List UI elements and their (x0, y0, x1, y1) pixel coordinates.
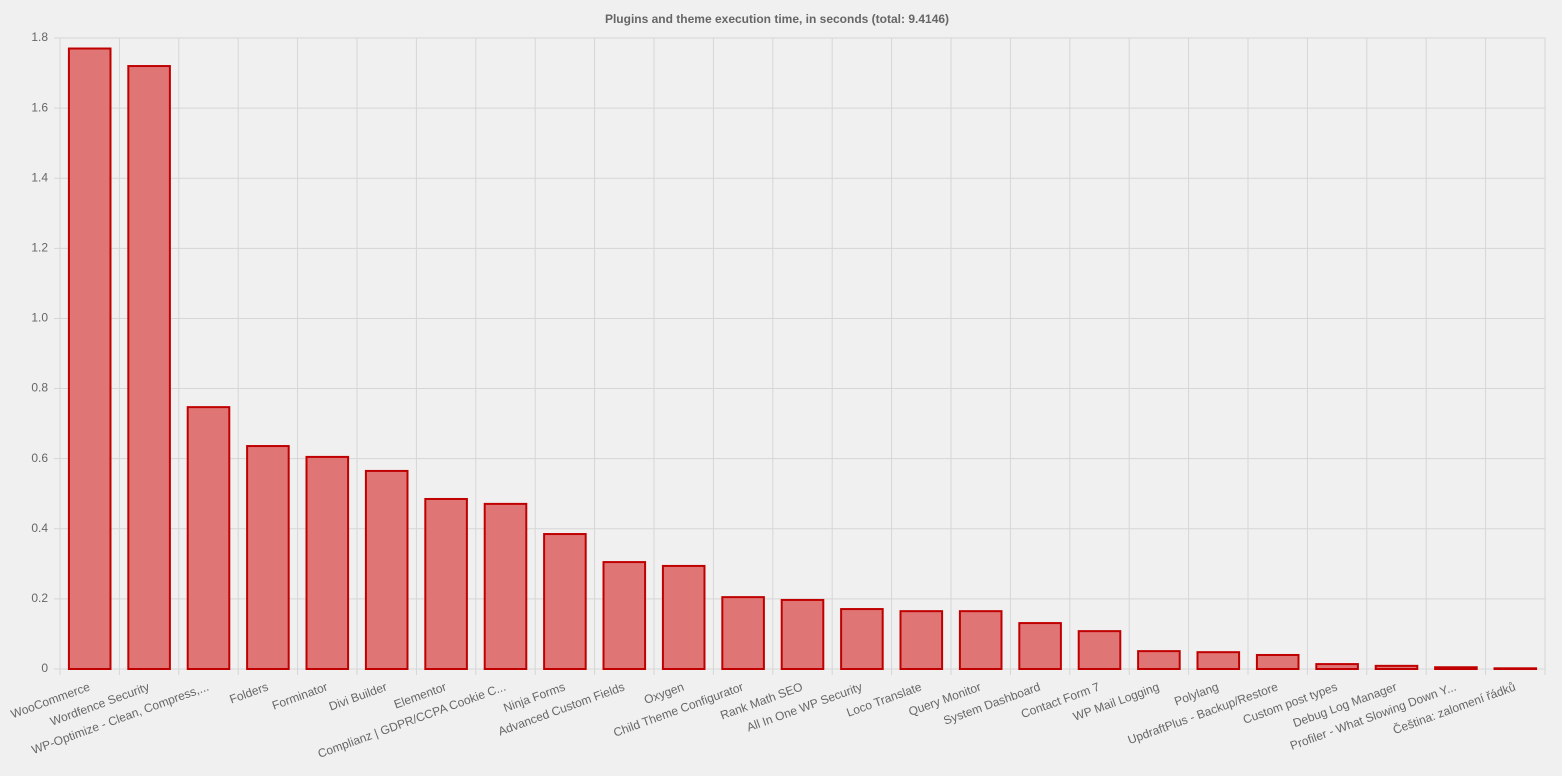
bar (780, 598, 825, 670)
bar (1077, 630, 1122, 671)
bar (246, 445, 290, 670)
y-tick-label: 0 (41, 661, 48, 675)
y-tick-label: 1.6 (31, 100, 48, 114)
bar (364, 469, 409, 670)
bar (721, 596, 765, 670)
y-tick-label: 1.0 (31, 311, 48, 325)
y-tick-label: 0.8 (31, 381, 48, 395)
bar (1018, 622, 1062, 670)
chart-title: Plugins and theme execution time, in sec… (605, 12, 949, 26)
bar (543, 533, 587, 671)
bar (1196, 651, 1241, 671)
bar (186, 406, 231, 670)
bar (840, 608, 884, 670)
bar (1374, 664, 1419, 670)
bar (958, 610, 1003, 670)
y-tick-label: 1.8 (31, 30, 48, 44)
bar (305, 455, 350, 670)
y-tick-label: 0.6 (31, 451, 48, 465)
bar (67, 47, 112, 671)
x-tick-label: Divi Builder (327, 680, 389, 714)
bar (424, 497, 468, 670)
bar (602, 561, 647, 671)
bar (661, 564, 706, 670)
bar (899, 610, 944, 670)
y-tick-label: 1.4 (31, 170, 48, 184)
y-tick-label: 0.4 (31, 521, 48, 535)
x-tick-label: Forminator (270, 680, 329, 713)
y-tick-label: 1.2 (31, 241, 48, 255)
y-tick-label: 0.2 (31, 591, 48, 605)
bar (1434, 666, 1478, 670)
bar (127, 65, 171, 671)
x-tick-label: Folders (228, 680, 270, 707)
bar (1137, 650, 1181, 670)
bar (1315, 663, 1359, 671)
bar (1255, 653, 1300, 671)
bar (483, 502, 528, 670)
bar (1493, 667, 1538, 671)
